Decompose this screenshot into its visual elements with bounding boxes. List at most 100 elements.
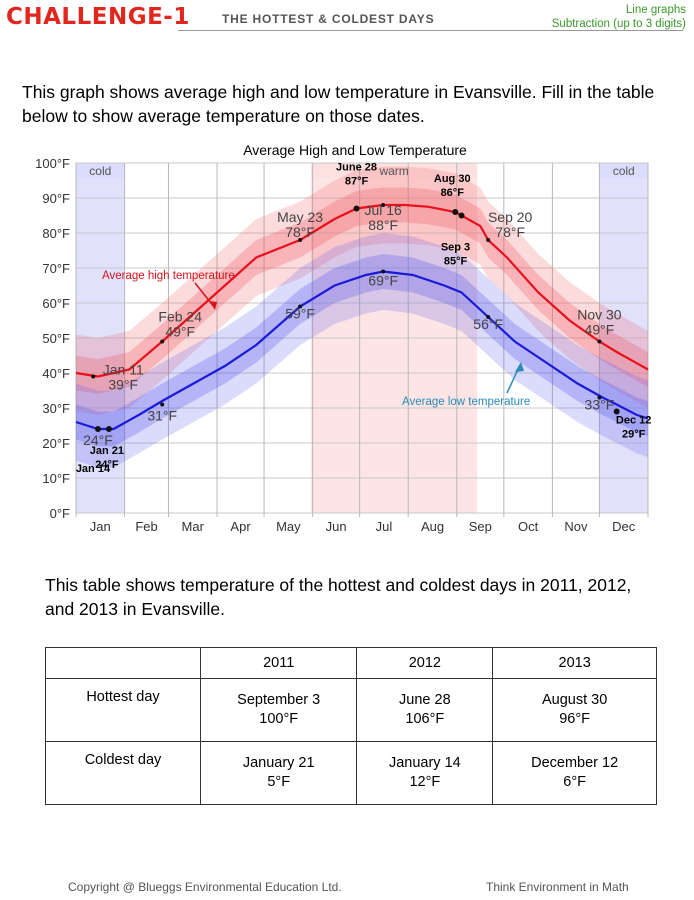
worksheet-header: CHALLENGE-1 THE HOTTEST & COLDEST DAYS L… xyxy=(0,0,694,40)
season-label-bg xyxy=(311,163,478,178)
table-intro-text: This table shows temperature of the hott… xyxy=(45,575,632,619)
challenge-label: CHALLENGE-1 xyxy=(6,4,190,30)
cell-date: September 3 xyxy=(237,692,321,708)
footer-tagline: Think Environment in Math xyxy=(486,880,629,894)
chart-title: Average High and Low Temperature xyxy=(243,142,467,158)
data-point-marker xyxy=(298,304,303,309)
x-tick-label: Oct xyxy=(518,519,539,534)
arrow-low-head xyxy=(515,362,524,372)
y-tick-label: 0°F xyxy=(50,506,70,521)
annotation-value: 24°F xyxy=(95,459,119,471)
table-cell: December 12 6°F xyxy=(492,741,657,805)
topic-line-graphs: Line graphs xyxy=(625,4,686,16)
x-tick-label: Mar xyxy=(182,519,205,534)
table-cell: August 30 96°F xyxy=(492,678,657,742)
annotation-value: 88°F xyxy=(368,217,398,233)
series-outer-band xyxy=(76,233,648,468)
season-label-bg xyxy=(599,163,648,178)
x-tick-label: Nov xyxy=(564,519,588,534)
series-inner-band xyxy=(76,254,648,447)
season-label: cold xyxy=(89,164,111,178)
cell-date: January 21 xyxy=(242,755,315,771)
season-label-bg xyxy=(76,163,125,178)
annotation-label: Dec 12 xyxy=(616,415,651,427)
chart-labels: cold warm cold 0°F 10°F 20°F 30°F 40°F 50°F 60°F 7… xyxy=(35,156,651,534)
cell-date: December 12 xyxy=(531,755,619,771)
table-header-cell: 2013 xyxy=(492,647,657,679)
annotation-label: 31°F xyxy=(147,408,177,424)
season-label: cold xyxy=(613,164,635,178)
annotation-label: 56°F xyxy=(473,316,503,332)
annotation-label: Feb 24 xyxy=(158,309,202,325)
data-point-marker xyxy=(160,339,165,344)
series-label-high: Average high temperature xyxy=(102,270,235,282)
series-line xyxy=(75,203,649,378)
annotation-label: 24°F xyxy=(83,432,113,448)
x-tick-label: Apr xyxy=(230,519,251,534)
data-point-marker xyxy=(381,269,386,274)
topic-list: Line graphs Subtraction (up to 3 digits) xyxy=(552,3,686,31)
annotation-label: Sep 3 xyxy=(441,242,470,254)
table-cell: September 3 100°F xyxy=(199,678,358,742)
y-tick-label: 90°F xyxy=(42,191,70,206)
row-label: Hottest day xyxy=(45,678,201,742)
cell-temp: 6°F xyxy=(563,774,586,790)
table-cell: January 21 5°F xyxy=(199,741,358,805)
table-cell: January 14 12°F xyxy=(356,741,494,805)
y-tick-label: 80°F xyxy=(42,226,70,241)
y-tick-label: 20°F xyxy=(42,436,70,451)
annotation-label: Jan 21 xyxy=(90,445,124,457)
cell-temp: 100°F xyxy=(259,711,299,727)
x-tick-label: Feb xyxy=(135,519,157,534)
annotation-label: May 23 xyxy=(277,209,323,225)
y-tick-label: 70°F xyxy=(42,261,70,276)
data-point-marker xyxy=(597,395,602,400)
worksheet-title: THE HOTTEST & COLDEST DAYS xyxy=(222,12,435,26)
data-point-marker xyxy=(353,205,360,212)
y-tick-label: 100°F xyxy=(35,156,70,171)
annotation-value: 39°F xyxy=(108,377,138,393)
cell-date: January 14 xyxy=(388,755,461,771)
data-point-marker xyxy=(452,209,459,215)
y-tick-label: 10°F xyxy=(42,471,70,486)
annotation-label: Nov 30 xyxy=(577,307,622,323)
annotation-label: Sep 20 xyxy=(488,209,533,225)
y-tick-label: 40°F xyxy=(42,366,70,381)
cell-temp: 5°F xyxy=(267,774,291,790)
x-tick-label: Dec xyxy=(612,519,636,534)
annotation-value: 49°F xyxy=(165,324,195,340)
data-point-marker xyxy=(94,426,101,432)
annotation-label: Jan 14 xyxy=(76,463,111,475)
chart-series xyxy=(75,166,649,468)
annotation-value: 87°F xyxy=(345,176,369,188)
cell-date: August 30 xyxy=(541,692,608,708)
cell-temp: 96°F xyxy=(559,711,591,727)
y-tick-label: 30°F xyxy=(42,401,70,416)
arrow-high-head xyxy=(209,301,217,310)
series-label-low: Average low temperature xyxy=(402,396,530,408)
temperature-line-chart: Average High and Low Temperature cold war… xyxy=(35,142,651,534)
series-outer-band xyxy=(76,166,648,415)
data-point-marker xyxy=(597,339,602,344)
intro-text: This graph shows average high and low te… xyxy=(22,82,655,126)
series-inner-band xyxy=(76,187,648,394)
x-tick-label: Jul xyxy=(376,519,393,534)
table-header-cell: 2012 xyxy=(356,647,494,679)
data-point-marker xyxy=(486,315,491,319)
data-point-marker xyxy=(486,238,491,242)
table-header-cell: 2011 xyxy=(199,647,358,679)
table-header-row: 2011 2012 2013 xyxy=(45,647,657,679)
annotation-label: Jul 16 xyxy=(364,202,402,218)
data-point-marker xyxy=(381,203,386,207)
data-point-marker xyxy=(160,402,165,407)
y-tick-label: 50°F xyxy=(42,331,70,346)
x-tick-label: Aug xyxy=(421,519,444,534)
annotation-label: 69°F xyxy=(368,273,398,289)
row-label: Coldest day xyxy=(45,741,201,805)
annotation-label: 59°F xyxy=(285,306,315,322)
header-divider xyxy=(178,30,683,31)
annotation-value: 85°F xyxy=(444,256,468,268)
annotation-value: 49°F xyxy=(585,322,615,338)
annotation-value: 29°F xyxy=(622,429,646,441)
data-point-marker xyxy=(91,374,96,379)
